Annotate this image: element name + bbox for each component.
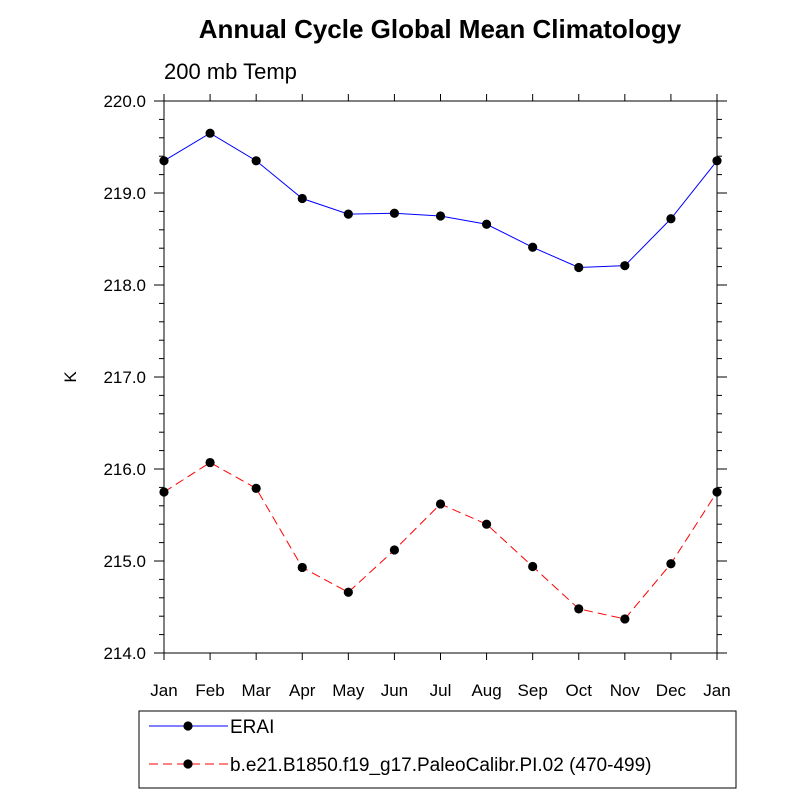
x-tick-label: Jan xyxy=(703,681,730,700)
series-layer xyxy=(159,128,722,624)
data-point xyxy=(712,156,722,166)
y-tick-label: 220.0 xyxy=(103,92,146,111)
data-point xyxy=(712,487,722,497)
data-point xyxy=(343,587,353,597)
series-line xyxy=(163,132,718,269)
series-2 xyxy=(159,457,722,624)
legend-label: b.e21.B1850.f19_g17.PaleoCalibr.PI.02 (4… xyxy=(230,755,651,776)
legend-item: ERAI xyxy=(149,717,274,738)
x-tick-label: Jul xyxy=(430,681,452,700)
x-tick-label: Apr xyxy=(289,681,316,700)
data-point xyxy=(159,487,169,497)
series-1 xyxy=(159,128,722,273)
data-point xyxy=(574,262,584,273)
data-point xyxy=(159,156,169,166)
legend: ERAI b.e21.B1850.f19_g17.PaleoCalibr.PI.0… xyxy=(138,710,737,789)
x-tick-label: Jun xyxy=(381,681,408,700)
data-point xyxy=(481,219,492,229)
legend-box xyxy=(138,710,737,789)
data-point xyxy=(528,242,538,252)
data-point xyxy=(297,193,307,204)
x-tick-label: Dec xyxy=(656,681,687,700)
data-point xyxy=(251,483,261,493)
data-point xyxy=(205,128,215,138)
data-point xyxy=(620,614,630,624)
x-tick-label: May xyxy=(332,681,365,700)
data-point xyxy=(389,208,400,218)
data-point xyxy=(528,561,538,572)
axis-ticks xyxy=(154,94,727,660)
data-point xyxy=(666,559,676,569)
y-tick-label: 217.0 xyxy=(103,368,146,387)
data-point xyxy=(435,499,446,509)
chart-subtitle: 200 mb Temp xyxy=(164,59,297,84)
y-tick-label: 216.0 xyxy=(103,460,146,479)
x-tick-label: Feb xyxy=(195,681,224,700)
y-axis-label: K xyxy=(61,371,80,383)
y-tick-label: 219.0 xyxy=(103,184,146,203)
x-tick-label: Jan xyxy=(150,681,177,700)
data-point xyxy=(481,519,492,529)
x-tick-label: Nov xyxy=(610,681,641,700)
data-point xyxy=(574,604,584,614)
y-tick-label: 214.0 xyxy=(103,644,146,663)
chart-title: Annual Cycle Global Mean Climatology xyxy=(199,14,682,44)
x-tick-label: Sep xyxy=(518,681,548,700)
legend-marker xyxy=(183,721,193,731)
data-point xyxy=(343,209,353,219)
x-tick-label: Mar xyxy=(242,681,272,700)
data-point xyxy=(297,562,307,573)
y-tick-labels: 214.0 215.0 216.0 217.0 218.0 219.0 220.0 xyxy=(103,92,146,663)
y-tick-label: 215.0 xyxy=(103,552,146,571)
legend-marker xyxy=(183,759,193,769)
legend-label: ERAI xyxy=(230,717,274,738)
data-point xyxy=(389,545,400,555)
x-tick-label: Oct xyxy=(566,681,593,700)
data-point xyxy=(620,261,630,271)
legend-item: b.e21.B1850.f19_g17.PaleoCalibr.PI.02 (4… xyxy=(149,755,651,776)
data-point xyxy=(251,156,261,166)
x-tick-labels: Jan Feb Mar Apr May Jun Jul Aug Sep Oct Nov Dec Jan xyxy=(150,681,730,700)
x-tick-label: Aug xyxy=(471,681,501,700)
data-point xyxy=(666,214,676,224)
y-tick-label: 218.0 xyxy=(103,276,146,295)
data-point xyxy=(435,211,446,221)
plot-frame xyxy=(163,100,718,654)
data-point xyxy=(205,457,215,468)
series-line xyxy=(163,461,718,620)
